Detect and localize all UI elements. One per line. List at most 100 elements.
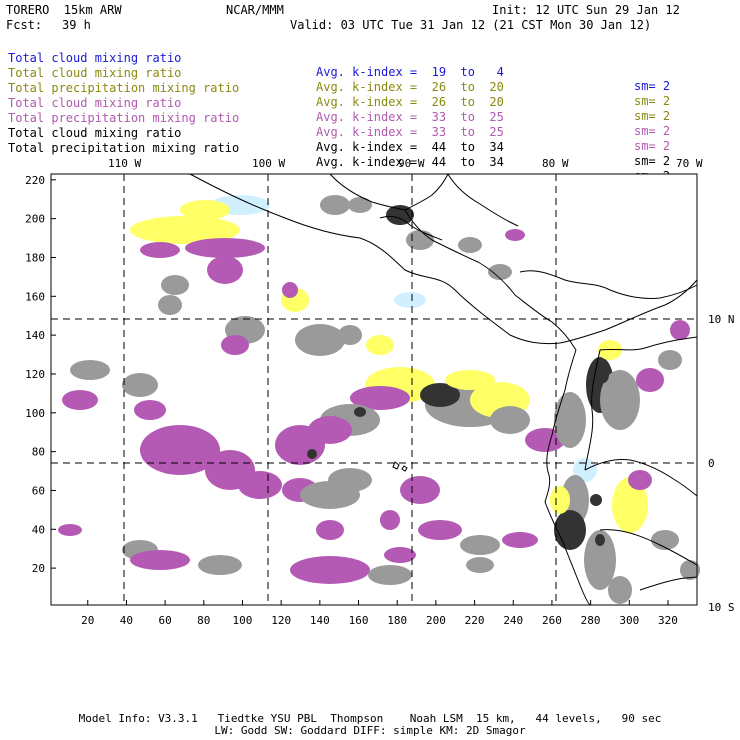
x-tick-label: 180 <box>387 614 407 627</box>
valid-time: Valid: 03 UTC Tue 31 Jan 12 (21 CST Mon … <box>290 18 652 32</box>
y-tick-label: 160 <box>25 290 45 303</box>
lat-label: 10 S <box>708 601 735 614</box>
legend-index: Avg. k-index = 19 to 4 <box>316 65 504 79</box>
field-yellow-blob <box>366 335 394 355</box>
field-gray-blob <box>406 230 434 250</box>
field-purple-blob <box>380 510 400 530</box>
lon-label: 100 W <box>252 157 285 170</box>
legend-field: Total cloud mixing ratio <box>8 96 182 110</box>
field-dark-blob <box>386 205 414 225</box>
legend-smoothing: sm= 2 <box>634 124 671 138</box>
x-tick-label: 60 <box>158 614 171 627</box>
field-purple-blob <box>275 425 325 465</box>
field-gray-blob <box>458 237 482 253</box>
legend-row: Total cloud mixing ratio Avg. k-index = … <box>8 112 670 168</box>
field-gray-blob <box>608 576 632 604</box>
legend-field: Total precipitation mixing ratio <box>8 141 240 155</box>
field-gray-blob <box>490 406 530 434</box>
lat-label: 10 N <box>708 313 735 326</box>
x-tick-label: 80 <box>197 614 210 627</box>
legend-row: Total precipitation mixing ratio Avg. k-… <box>8 67 670 123</box>
legend-index: Avg. k-index = 26 to 20 <box>316 95 504 109</box>
field-gray-blob <box>161 275 189 295</box>
field-cyan-blob <box>394 292 426 308</box>
legend-row: Total cloud mixing ratio Avg. k-index = … <box>8 52 670 108</box>
y-tick-label: 100 <box>25 407 45 420</box>
model-physics: LW: Godd SW: Goddard DIFF: simple KM: 2D… <box>214 724 526 737</box>
field-dark-blob <box>590 494 602 506</box>
lon-label: 90 W <box>398 157 425 170</box>
field-gray-blob <box>584 530 616 590</box>
legend-index: Avg. k-index = 33 to 25 <box>316 125 504 139</box>
x-tick-label: 300 <box>619 614 639 627</box>
legend-field: Total precipitation mixing ratio <box>8 111 240 125</box>
field-purple-blob <box>384 547 416 563</box>
y-tick-label: 180 <box>25 251 45 264</box>
x-tick-label: 280 <box>581 614 601 627</box>
field-yellow-blob <box>550 486 570 514</box>
x-tick-label: 20 <box>81 614 94 627</box>
legend-index: Avg. k-index = 33 to 25 <box>316 110 504 124</box>
legend-row: Total cloud mixing ratio Avg. k-index = … <box>8 37 670 93</box>
legend-index: Avg. k-index = 44 to 34 <box>316 155 504 169</box>
legend-field: Total cloud mixing ratio <box>8 66 182 80</box>
legend-field: Total cloud mixing ratio <box>8 51 182 65</box>
field-yellow-blob <box>445 370 495 390</box>
field-purple-blob <box>140 242 180 258</box>
field-purple-blob <box>400 476 440 504</box>
field-yellow-blob <box>598 340 622 360</box>
field-purple-blob <box>238 471 282 499</box>
y-tick-label: 220 <box>25 174 45 187</box>
forecast-hours: 39 h <box>62 18 91 32</box>
y-tick-label: 40 <box>32 523 45 536</box>
field-gray-blob <box>338 325 362 345</box>
field-dark-blob <box>307 449 317 459</box>
init-time: Init: 12 UTC Sun 29 Jan 12 <box>492 3 680 17</box>
field-yellow-blob <box>612 477 648 533</box>
x-tick-label: 100 <box>233 614 253 627</box>
y-tick-label: 20 <box>32 562 45 575</box>
y-tick-label: 60 <box>32 484 45 497</box>
organization: NCAR/MMM <box>226 3 284 17</box>
field-dark-blob <box>554 510 586 550</box>
x-tick-label: 260 <box>542 614 562 627</box>
field-purple-blob <box>505 229 525 241</box>
y-tick-label: 80 <box>32 446 45 459</box>
y-tick-label: 200 <box>25 213 45 226</box>
coastlines <box>189 173 698 606</box>
cloud-field-layer <box>58 195 700 604</box>
field-gray-blob <box>328 468 372 492</box>
field-dark-blob <box>595 534 605 546</box>
x-tick-label: 160 <box>349 614 369 627</box>
field-purple-blob <box>134 400 166 420</box>
field-gray-blob <box>651 530 679 550</box>
forecast-map: 110 W 100 W 90 W 80 W 70 W 10 N 0 10 S 2… <box>25 157 735 627</box>
field-gray-blob <box>488 264 512 280</box>
field-purple-blob <box>185 238 265 258</box>
field-purple-blob <box>502 532 538 548</box>
field-gray-blob <box>600 370 640 430</box>
y-tick-label: 140 <box>25 329 45 342</box>
legend-field: Total precipitation mixing ratio <box>8 81 240 95</box>
field-gray-blob <box>680 560 700 580</box>
field-purple-blob <box>670 320 690 340</box>
field-purple-blob <box>221 335 249 355</box>
field-dark-blob <box>354 407 366 417</box>
field-gray-blob <box>295 324 345 356</box>
field-gray-blob <box>466 557 494 573</box>
field-purple-blob <box>62 390 98 410</box>
axis-ticks <box>51 179 669 605</box>
field-gray-blob <box>320 195 350 215</box>
field-purple-blob <box>628 470 652 490</box>
field-yellow-blob <box>130 216 240 244</box>
field-gray-blob <box>368 565 412 585</box>
legend-index: Avg. k-index = 26 to 20 <box>316 80 504 94</box>
x-tick-label: 220 <box>465 614 485 627</box>
legend-smoothing: sm= 2 <box>634 79 671 93</box>
field-purple-blob <box>207 256 243 284</box>
legend-smoothing: sm= 2 <box>634 154 671 168</box>
field-purple-blob <box>58 524 82 536</box>
field-purple-blob <box>282 282 298 298</box>
x-tick-label: 40 <box>120 614 133 627</box>
legend-smoothing: sm= 2 <box>634 109 671 123</box>
